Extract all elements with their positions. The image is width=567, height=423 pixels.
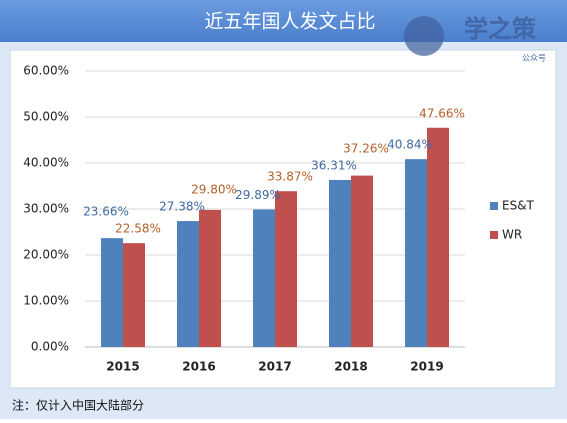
bar [123,243,145,347]
bar [351,175,373,347]
y-tick-label: 20.00% [23,248,69,262]
y-tick-label: 0.00% [31,340,69,354]
data-label: 47.66% [419,106,465,120]
legend-label: ES&T [502,199,535,213]
x-tick-label: 2015 [106,360,139,374]
x-tick-label: 2016 [182,360,215,374]
y-tick-label: 40.00% [23,156,69,170]
data-label: 36.31% [311,158,357,172]
chart-title: 近五年国人发文占比 [204,11,375,33]
legend-swatch [490,202,498,210]
y-tick-label: 30.00% [23,202,69,216]
bar [199,209,221,347]
x-tick-label: 2018 [334,360,367,374]
data-label: 22.58% [115,222,161,236]
logo-icon [404,16,444,56]
bar [275,191,297,347]
header [0,0,567,42]
data-label: 33.87% [267,170,313,184]
bar [405,159,427,347]
legend-label: WR [502,228,522,242]
y-tick-label: 50.00% [23,110,69,124]
x-tick-label: 2017 [258,360,291,374]
data-label: 23.66% [83,205,129,219]
x-tick-label: 2019 [410,360,443,374]
note: 注：仅计入中国大陆部分 [12,398,144,413]
bar [253,209,275,347]
data-label: 29.80% [191,183,237,197]
y-tick-label: 60.00% [23,64,69,78]
data-label: 40.84% [387,138,433,152]
bar [329,179,351,347]
data-label: 29.89% [235,188,281,202]
bar [427,127,449,347]
data-label: 27.38% [159,200,205,214]
logo-subtext: 公众号 [522,54,546,63]
y-tick-label: 10.00% [23,294,69,308]
bar [101,238,123,347]
legend-swatch [490,231,498,239]
logo-text: 学之策 [464,15,537,43]
bar [177,221,199,347]
data-label: 37.26% [343,141,389,155]
